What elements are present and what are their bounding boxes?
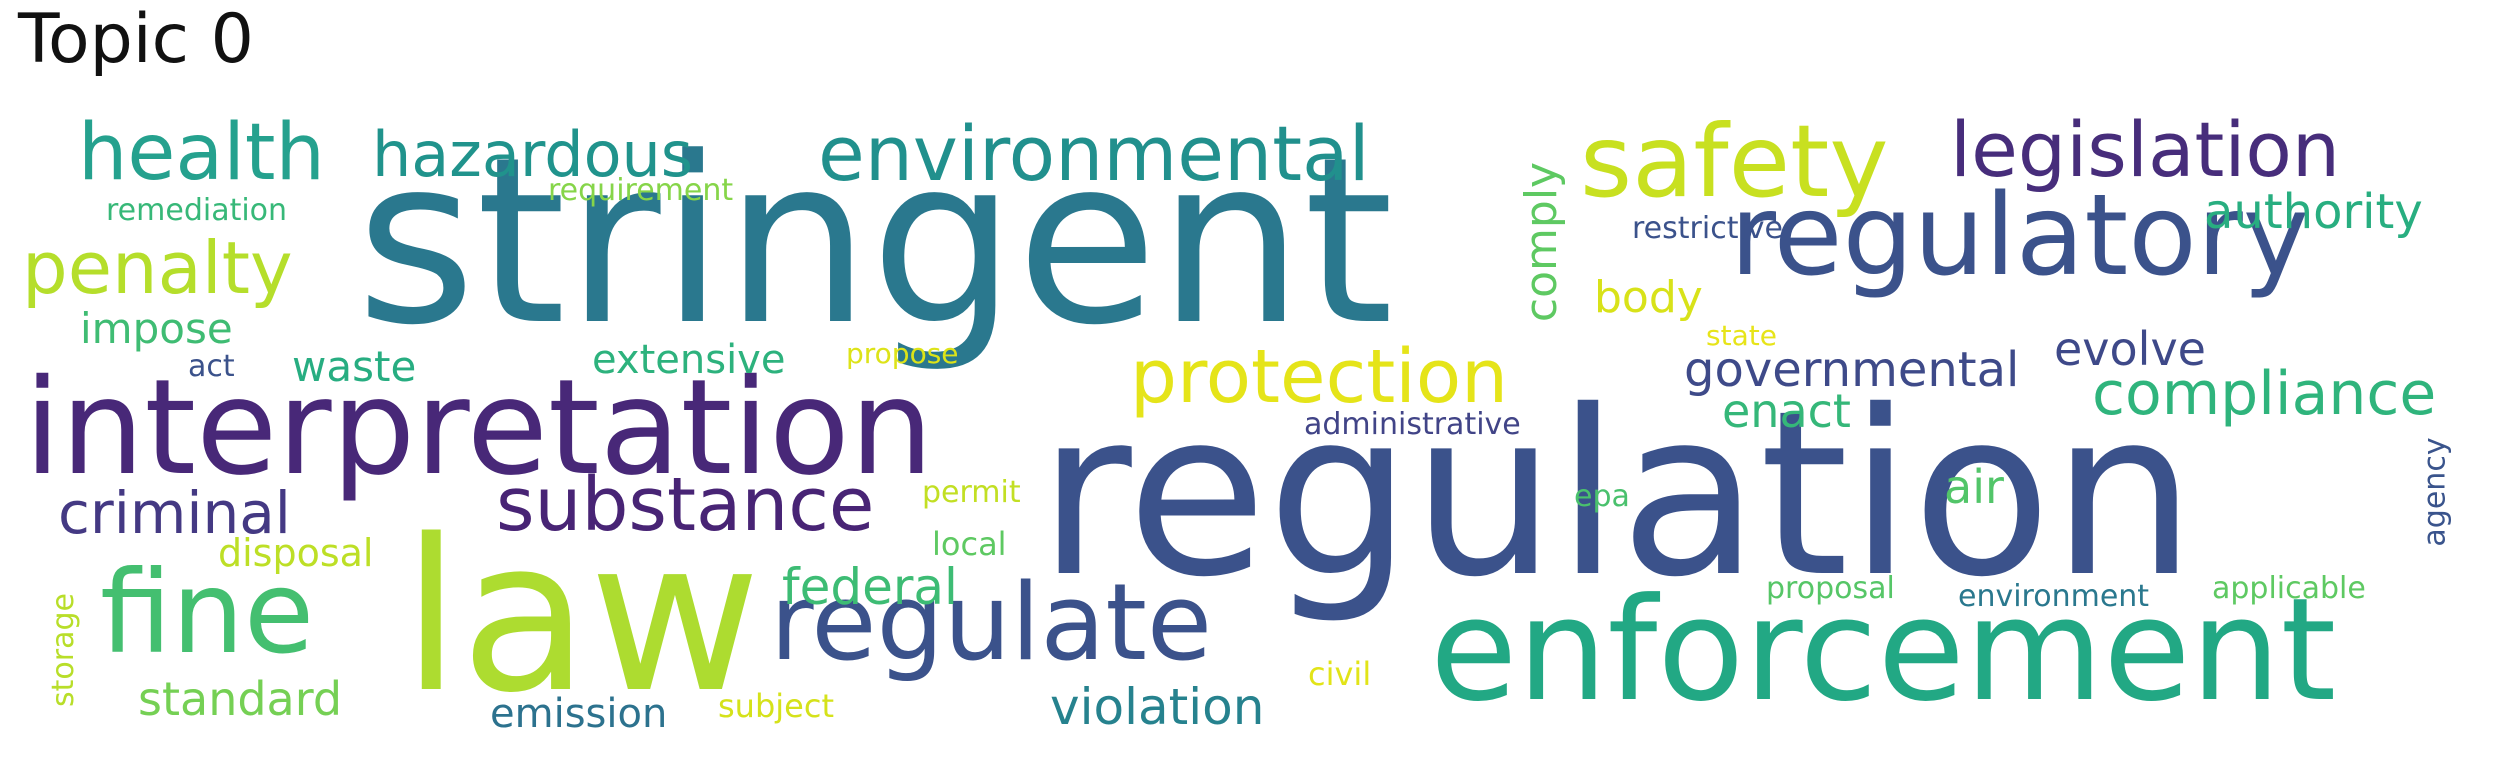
word-compliance: compliance	[2092, 359, 2437, 429]
word-enact: enact	[1722, 384, 1851, 438]
word-applicable: applicable	[2212, 571, 2366, 606]
word-safety: safety	[1580, 103, 1889, 220]
word-restrictive: restrictive	[1632, 211, 1783, 246]
word-body: body	[1594, 272, 1703, 323]
word-protection: protection	[1130, 334, 1509, 420]
word-fine: fine	[100, 546, 315, 679]
word-agency: agency	[2418, 437, 2453, 547]
word-penalty: penalty	[22, 226, 293, 310]
word-air: air	[1944, 460, 2004, 514]
word-regulate: regulate	[770, 561, 1213, 684]
page-title: Topic 0	[18, 0, 254, 79]
word-authority: authority	[2204, 184, 2423, 240]
word-civil: civil	[1308, 655, 1372, 693]
word-substance: substance	[496, 462, 875, 548]
word-hazardous: hazardous	[372, 118, 694, 191]
word-permit: permit	[922, 475, 1021, 510]
word-propose: propose	[846, 337, 959, 370]
word-extensive: extensive	[592, 337, 786, 383]
word-impose: impose	[80, 304, 233, 353]
word-administrative: administrative	[1304, 407, 1521, 442]
word-waste: waste	[292, 342, 417, 391]
word-law: law	[402, 494, 761, 739]
word-environment: environment	[1958, 579, 2150, 614]
word-federal: federal	[782, 558, 958, 616]
word-proposal: proposal	[1766, 571, 1895, 606]
word-criminal: criminal	[58, 479, 291, 547]
word-environmental: environmental	[818, 109, 1370, 198]
word-enforcement: enforcement	[1430, 568, 2337, 733]
word-standard: standard	[138, 672, 343, 726]
word-regulation: regulation	[1038, 361, 2197, 627]
word-disposal: disposal	[218, 531, 374, 575]
word-requirement: requirement	[548, 173, 734, 208]
word-regulatory: regulatory	[1730, 171, 2310, 301]
word-evolve: evolve	[2054, 322, 2206, 376]
word-legislation: legislation	[1950, 105, 2341, 194]
word-subject: subject	[718, 687, 834, 725]
word-storage: storage	[46, 593, 81, 707]
word-health: health	[78, 108, 325, 198]
word-comply: comply	[1515, 161, 1567, 323]
word-act: act	[188, 349, 235, 384]
word-local: local	[932, 525, 1007, 563]
word-stringent: stringent	[356, 109, 1394, 376]
word-epa: epa	[1574, 479, 1630, 514]
word-remediation: remediation	[106, 193, 288, 228]
word-interpretation: interpretation	[24, 351, 934, 505]
word-state: state	[1706, 319, 1777, 352]
word-governmental: governmental	[1684, 342, 2020, 398]
word-violation: violation	[1050, 678, 1265, 736]
word-emission: emission	[490, 691, 668, 737]
